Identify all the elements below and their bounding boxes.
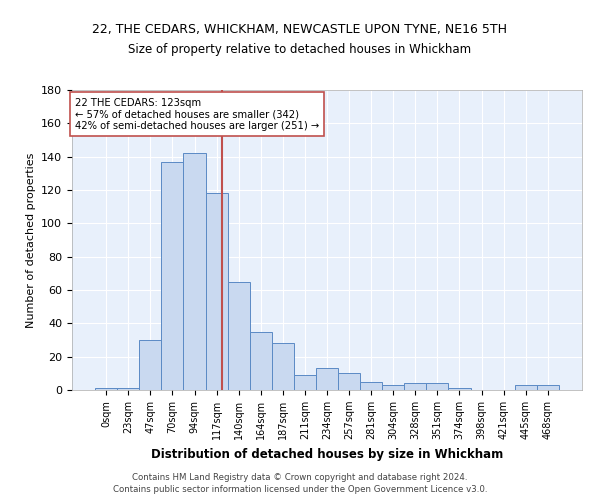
X-axis label: Distribution of detached houses by size in Whickham: Distribution of detached houses by size … <box>151 448 503 460</box>
Bar <box>206 194 227 390</box>
Bar <box>95 388 117 390</box>
Bar <box>360 382 382 390</box>
Y-axis label: Number of detached properties: Number of detached properties <box>26 152 35 328</box>
Bar <box>515 385 537 390</box>
Text: 22, THE CEDARS, WHICKHAM, NEWCASTLE UPON TYNE, NE16 5TH: 22, THE CEDARS, WHICKHAM, NEWCASTLE UPON… <box>92 22 508 36</box>
Bar <box>427 384 448 390</box>
Bar <box>404 384 427 390</box>
Text: Contains HM Land Registry data © Crown copyright and database right 2024.: Contains HM Land Registry data © Crown c… <box>132 472 468 482</box>
Text: Size of property relative to detached houses in Whickham: Size of property relative to detached ho… <box>128 42 472 56</box>
Bar <box>117 388 139 390</box>
Bar <box>382 385 404 390</box>
Bar <box>338 374 360 390</box>
Bar <box>316 368 338 390</box>
Bar <box>139 340 161 390</box>
Bar <box>272 344 294 390</box>
Bar <box>161 162 184 390</box>
Text: 22 THE CEDARS: 123sqm
← 57% of detached houses are smaller (342)
42% of semi-det: 22 THE CEDARS: 123sqm ← 57% of detached … <box>74 98 319 130</box>
Bar <box>294 375 316 390</box>
Text: Contains public sector information licensed under the Open Government Licence v3: Contains public sector information licen… <box>113 485 487 494</box>
Bar <box>537 385 559 390</box>
Bar <box>448 388 470 390</box>
Bar <box>250 332 272 390</box>
Bar <box>184 154 206 390</box>
Bar <box>227 282 250 390</box>
